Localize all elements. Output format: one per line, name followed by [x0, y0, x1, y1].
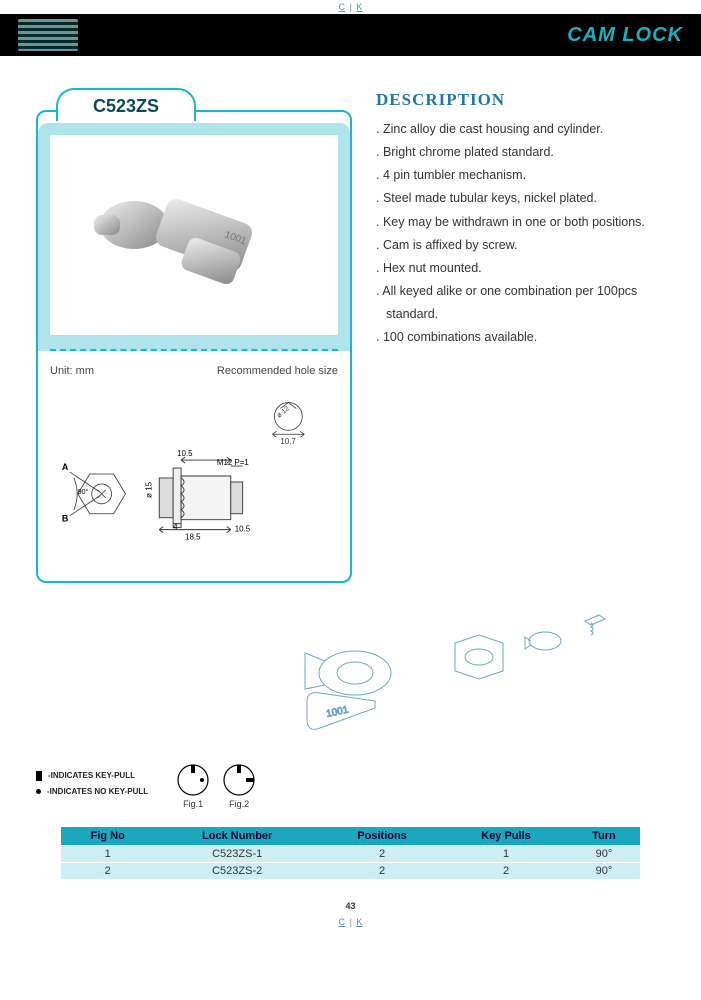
brand-logo [18, 19, 78, 51]
unit-label: Unit: mm [50, 365, 94, 377]
cell: 90° [568, 846, 640, 863]
desc-item: Hex nut mounted. [376, 257, 665, 280]
keypull-legend: -INDICATES KEY-PULL [48, 771, 135, 780]
table-header-row: Fig No Lock Number Positions Key Pulls T… [61, 827, 640, 846]
hole-dim-text: 10.7 [280, 437, 296, 446]
cell: 2 [444, 863, 568, 880]
desc-item: All keyed alike or one combination per 1… [376, 280, 665, 326]
desc-item: Key may be withdrawn in one or both posi… [376, 211, 665, 234]
fig2-label: Fig.2 [229, 799, 249, 809]
thread-label: M12 P=1 [217, 458, 250, 467]
description-heading: DESCRIPTION [376, 90, 665, 110]
cell: C523ZS-1 [154, 846, 320, 863]
bottom-mini-nav: C | K [36, 915, 665, 929]
col-keypulls: Key Pulls [444, 827, 568, 846]
nav-k-link[interactable]: K [356, 2, 362, 12]
cell: 2 [320, 846, 444, 863]
desc-item: Cam is affixed by screw. [376, 234, 665, 257]
cell: 1 [444, 846, 568, 863]
hole-size-label: Recommended hole size [217, 365, 338, 377]
flange-thick: 4 [173, 522, 178, 531]
fig1: Fig.1 [176, 763, 210, 809]
col-figno: Fig No [61, 827, 154, 846]
fig2: Fig.2 [222, 763, 256, 809]
cell: 1 [61, 846, 154, 863]
product-photo: 1001 [50, 135, 338, 335]
nav-sep: | [350, 2, 352, 12]
col-positions: Positions [320, 827, 444, 846]
svg-text:1001: 1001 [325, 704, 349, 719]
desc-item: 4 pin tumbler mechanism. [376, 164, 665, 187]
header-bar: CAM LOCK [0, 14, 701, 56]
desc-item: Steel made tubular keys, nickel plated. [376, 187, 665, 210]
top-section: C523ZS 100 [36, 88, 665, 583]
desc-item: Zinc alloy die cast housing and cylinder… [376, 118, 665, 141]
nav-c-link[interactable]: C [339, 917, 346, 927]
page-category-title: CAM LOCK [567, 24, 683, 47]
dashed-divider [50, 349, 338, 351]
dia-label: ø 15 [144, 481, 153, 497]
nav-sep: | [350, 917, 352, 927]
description-column: DESCRIPTION Zinc alloy die cast housing … [376, 88, 665, 349]
body-len: 10.5 [177, 449, 193, 458]
spec-table: Fig No Lock Number Positions Key Pulls T… [61, 827, 640, 879]
thread-len: 10.5 [235, 524, 251, 533]
lock-photo-placeholder-icon: 1001 [74, 155, 314, 315]
exploded-view-drawing: 1001 [36, 593, 665, 743]
cell: 2 [320, 863, 444, 880]
square-marker-icon [36, 771, 42, 781]
product-code-tab: C523ZS [56, 88, 196, 121]
dimension-drawing: 10.7 ø 12 A B [50, 385, 338, 565]
nav-k-link[interactable]: K [356, 917, 362, 927]
overall-len: 18.5 [185, 532, 201, 541]
product-card: C523ZS 100 [36, 88, 352, 583]
table-row: 2 C523ZS-2 2 2 90° [61, 863, 640, 880]
cell: 2 [61, 863, 154, 880]
nokeypull-legend: -INDICATES NO KEY-PULL [47, 787, 148, 796]
point-a: A [62, 462, 69, 472]
col-turn: Turn [568, 827, 640, 846]
page-body: C523ZS 100 [0, 56, 701, 939]
legend-row: -INDICATES KEY-PULL -INDICATES NO KEY-PU… [36, 763, 665, 809]
legend-text: -INDICATES KEY-PULL -INDICATES NO KEY-PU… [36, 771, 148, 802]
top-mini-nav: C | K [0, 0, 701, 14]
photo-zone: 1001 [38, 123, 350, 351]
cell: C523ZS-2 [154, 863, 320, 880]
nav-c-link[interactable]: C [339, 2, 346, 12]
figure-icons: Fig.1 Fig.2 [176, 763, 256, 809]
desc-item: 100 combinations available. [376, 326, 665, 349]
dot-marker-icon [36, 789, 41, 794]
description-list: Zinc alloy die cast housing and cylinder… [376, 118, 665, 349]
page-number: 43 [36, 901, 665, 911]
dimensions-zone: Unit: mm Recommended hole size 10.7 [38, 359, 350, 581]
desc-item: Bright chrome plated standard. [376, 141, 665, 164]
cell: 90° [568, 863, 640, 880]
point-b: B [62, 513, 69, 523]
table-row: 1 C523ZS-1 2 1 90° [61, 846, 640, 863]
angle-label: 90° [78, 487, 89, 495]
col-locknum: Lock Number [154, 827, 320, 846]
fig1-label: Fig.1 [183, 799, 203, 809]
